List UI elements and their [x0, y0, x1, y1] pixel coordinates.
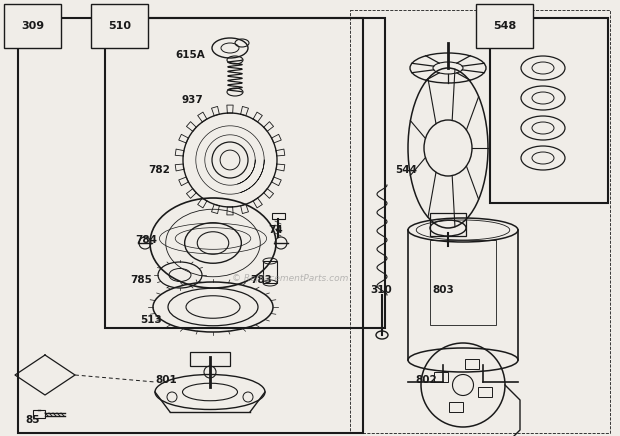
Bar [430, 240, 496, 324]
Bar [190, 352, 230, 366]
Text: 802: 802 [415, 375, 436, 385]
Bar [263, 261, 277, 283]
Bar [490, 18, 608, 203]
Bar [448, 402, 463, 412]
Text: 548: 548 [493, 21, 516, 31]
Bar [465, 359, 479, 368]
Text: 784: 784 [135, 235, 157, 245]
Text: 803: 803 [432, 285, 454, 295]
Text: 615A: 615A [175, 50, 205, 60]
Text: 85: 85 [25, 415, 40, 425]
Text: 937: 937 [182, 95, 204, 105]
Bar [350, 10, 610, 433]
Text: 513: 513 [140, 315, 162, 325]
Text: © ReplacementParts.com: © ReplacementParts.com [232, 273, 348, 283]
Text: 785: 785 [130, 275, 152, 285]
Text: 801: 801 [155, 375, 177, 385]
Text: 782: 782 [148, 165, 170, 175]
Text: 310: 310 [370, 285, 392, 295]
Bar [272, 213, 285, 219]
Bar [33, 410, 45, 418]
Bar [478, 387, 492, 397]
Text: 309: 309 [21, 21, 44, 31]
Text: 74: 74 [268, 225, 283, 235]
Bar [435, 372, 448, 382]
Text: 544: 544 [395, 165, 417, 175]
Text: 783: 783 [250, 275, 272, 285]
Bar [430, 213, 466, 236]
Text: 510: 510 [108, 21, 131, 31]
Bar [18, 18, 363, 433]
Bar [105, 18, 385, 328]
